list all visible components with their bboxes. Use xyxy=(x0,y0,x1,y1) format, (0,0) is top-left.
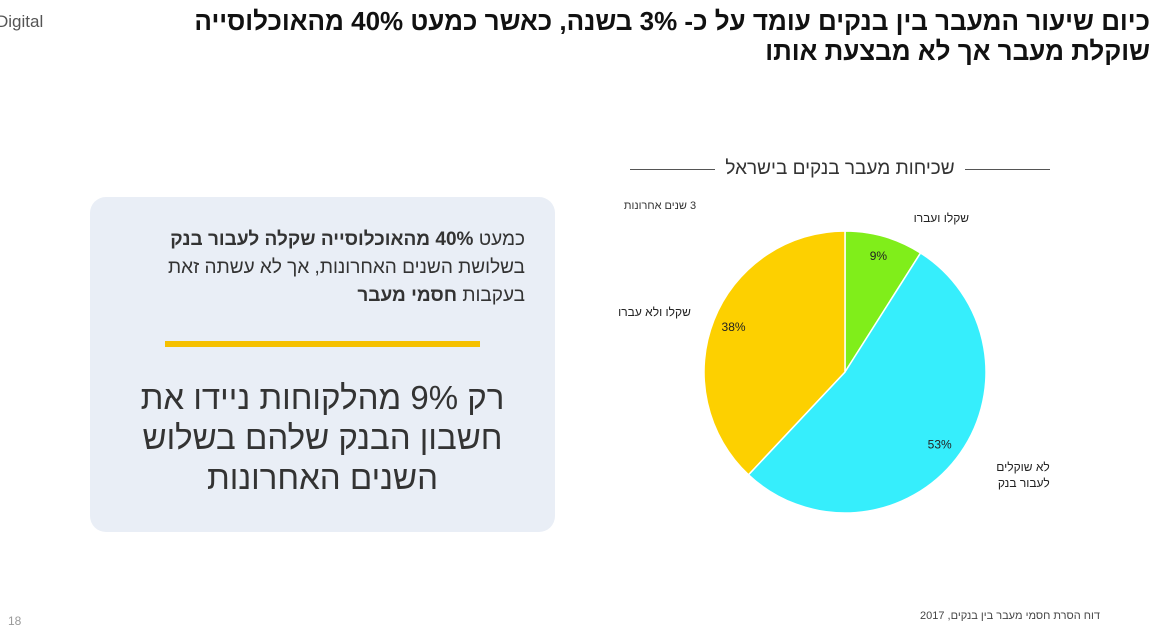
pie-slice xyxy=(703,230,846,476)
bold-text: חסמי מעבר xyxy=(357,285,458,306)
value-label: 38% xyxy=(722,320,746,334)
chart-title: שכיחות מעבר בנקים בישראל xyxy=(725,158,955,179)
callout-box xyxy=(90,197,555,532)
title-line: שוקלת מעבר אך לא מבצעת אותו xyxy=(765,36,1150,66)
source: דוח הסרת חסמי מעבר בין בנקים, 2017 xyxy=(920,610,1100,622)
rule xyxy=(630,168,716,170)
page-number: 18 xyxy=(8,614,22,628)
chart-note: 3 שנים אחרונות xyxy=(623,200,697,212)
category-label: שקלו ולא עברו xyxy=(618,304,691,319)
category-label: לא שוקלים לעבור בנק xyxy=(996,459,1050,490)
rule xyxy=(964,168,1050,170)
text: בשלושת השנים האחרונות, אך לא עשתה זאת בע… xyxy=(168,257,525,306)
value-label: 9% xyxy=(870,249,888,263)
divider xyxy=(165,341,480,347)
callout-text: כמעט 40% מהאוכלוסייה שקלה לעבור בנק בשלו… xyxy=(120,226,525,310)
bold-text: 40% מהאוכלוסייה שקלה לעבור בנק xyxy=(170,229,474,250)
logo: Digital xyxy=(0,12,44,31)
pie-slice xyxy=(844,230,922,375)
pie-slice xyxy=(747,251,987,514)
highlight-text: רק 9% מהלקוחות ניידו את חשבון הבנק שלהם … xyxy=(140,379,505,496)
value-label: 53% xyxy=(928,438,952,452)
chart-title-row: שכיחות מעבר בנקים בישראל xyxy=(630,158,1050,180)
title-line: כיום שיעור המעבר בין בנקים עומד על כ- 3%… xyxy=(194,6,1150,36)
slide-title: כיום שיעור המעבר בין בנקים עומד על כ- 3%… xyxy=(70,6,1150,66)
text: כמעט xyxy=(478,229,525,250)
category-label: שקלו ועברו xyxy=(913,211,970,226)
